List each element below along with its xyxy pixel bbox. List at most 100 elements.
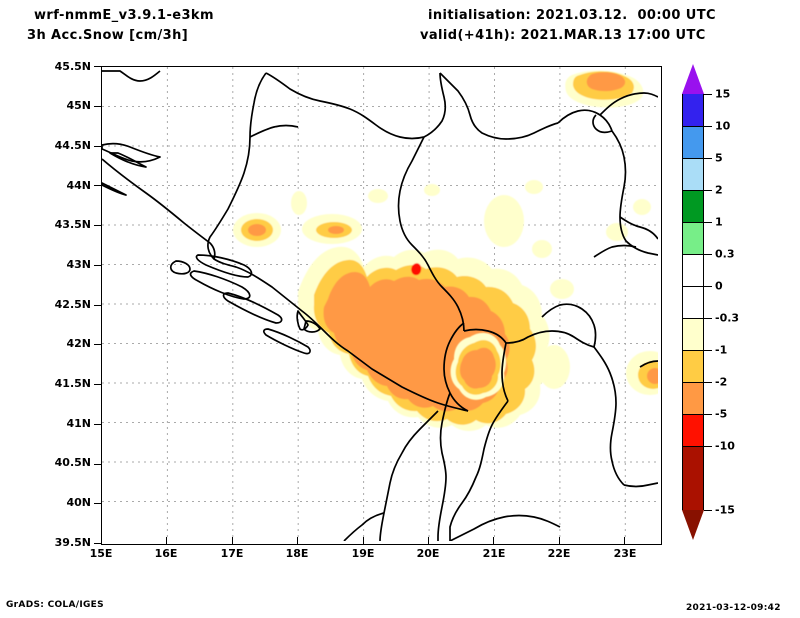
colorbar-band-1-2 [682, 190, 704, 222]
snow-patch-southeast [626, 351, 658, 395]
y-tick-mark [94, 423, 101, 425]
colorbar-tick [704, 382, 712, 383]
snow-patch-north-bosnia [302, 214, 362, 244]
y-tick-41.5N: 41.5N [54, 377, 91, 390]
y-tick-mark [94, 463, 101, 465]
y-tick-45.5N: 45.5N [54, 60, 91, 73]
y-tick-42N: 42N [66, 337, 91, 350]
colorbar-label-neg0.3: -0.3 [715, 311, 740, 325]
model-title: wrf-nmmE_v3.9.1-e3km [34, 8, 214, 23]
colorbar-tick [704, 254, 712, 255]
x-tick-19E: 19E [351, 547, 375, 560]
colorbar-band-0.3-1 [682, 222, 704, 254]
colorbar-tick [704, 158, 712, 159]
colorbar-tick [704, 190, 712, 191]
initialisation-time: initialisation: 2021.03.12. 00:00 UTC [428, 8, 716, 23]
x-tick-mark [231, 537, 233, 544]
x-tick-23E: 23E [613, 547, 637, 560]
y-tick-mark [94, 105, 101, 107]
colorbar-label-15: 15 [715, 87, 731, 101]
snow-trace-patches [291, 180, 651, 389]
colorbar-band-0-0.3 [682, 254, 704, 286]
colorbar-tick [704, 510, 712, 511]
colorbar-label-0: 0 [715, 279, 723, 293]
x-tick-mark [428, 537, 429, 544]
x-tick-17E: 17E [220, 547, 244, 560]
colorbar-band-5-10 [682, 126, 704, 158]
y-tick-mark [94, 344, 101, 346]
y-tick-43N: 43N [66, 258, 91, 271]
colorbar-cap-upper [682, 64, 704, 94]
y-tick-41N: 41N [66, 417, 91, 430]
render-timestamp: 2021-03-12-09:42 [686, 603, 781, 613]
y-tick-mark [94, 384, 101, 385]
colorbar-label-neg10: -10 [715, 439, 735, 453]
y-tick-mark [94, 185, 101, 187]
colorbar-tick [704, 350, 712, 351]
colorbar-tick [704, 222, 712, 223]
colorbar: 15 10 5 2 1 0.3 0 -0.3 -1 -2 -5 -10 -15 [682, 64, 739, 540]
colorbar-band-neg0.3-0 [682, 286, 704, 318]
y-tick-mark [94, 304, 101, 306]
colorbar-label-5: 5 [715, 151, 723, 165]
colorbar-band-2-5 [682, 158, 704, 190]
field-title: 3h Acc.Snow [cm/3h] [27, 28, 189, 43]
colorbar-tick [704, 286, 712, 287]
y-tick-mark [94, 225, 101, 226]
colorbar-band-neg1-neg0.3 [682, 318, 704, 350]
colorbar-label-neg5: -5 [715, 407, 728, 421]
x-tick-mark [101, 537, 102, 544]
y-tick-39.5N: 39.5N [54, 536, 91, 549]
colorbar-cap-lower [682, 510, 704, 540]
y-tick-mark [94, 145, 101, 147]
colorbar-label-neg15: -15 [715, 503, 735, 517]
x-tick-22E: 22E [547, 547, 571, 560]
colorbar-label-2: 2 [715, 183, 723, 197]
colorbar-tick [704, 94, 712, 95]
map-canvas [102, 67, 658, 541]
colorbar-label-neg2: -2 [715, 375, 728, 389]
y-tick-43.5N: 43.5N [54, 218, 91, 231]
y-tick-mark [94, 264, 101, 266]
y-tick-mark [94, 66, 101, 67]
snow-patch-north-border [565, 70, 644, 108]
colorbar-label-1: 1 [715, 215, 723, 229]
colorbar-tick [704, 126, 712, 127]
colorbar-label-neg1: -1 [715, 343, 728, 357]
colorbar-band-10-15 [682, 94, 704, 126]
colorbar-tick [704, 318, 712, 319]
x-tick-mark [166, 537, 168, 544]
x-tick-16E: 16E [154, 547, 178, 560]
colorbar-band-neg2-neg1 [682, 350, 704, 382]
colorbar-band-neg10-neg5 [682, 414, 704, 446]
y-tick-44N: 44N [66, 179, 91, 192]
x-tick-mark [558, 537, 560, 544]
x-tick-15E: 15E [89, 547, 113, 560]
colorbar-tick [704, 446, 712, 447]
valid-time: valid(+41h): 2021.MAR.13 17:00 UTC [420, 28, 706, 43]
x-tick-mark [493, 537, 495, 544]
x-tick-21E: 21E [482, 547, 506, 560]
snow-accumulation-field [298, 246, 550, 431]
y-tick-40N: 40N [66, 496, 91, 509]
x-tick-mark [297, 537, 299, 544]
grads-credit: GrADS: COLA/IGES [6, 600, 104, 610]
y-tick-42.5N: 42.5N [54, 298, 91, 311]
x-tick-mark [362, 537, 364, 544]
coastline-and-borders [102, 70, 658, 541]
snow-patch-west-bosnia [233, 213, 281, 247]
x-tick-20E: 20E [416, 547, 440, 560]
colorbar-tick [704, 414, 712, 415]
y-tick-44.5N: 44.5N [54, 139, 91, 152]
y-tick-45N: 45N [66, 99, 91, 112]
colorbar-label-0.3: 0.3 [715, 247, 735, 261]
colorbar-band-neg15-neg10 [682, 446, 704, 510]
snow-patch-kosovo [450, 332, 507, 400]
colorbar-band-neg5-neg2 [682, 382, 704, 414]
x-tick-18E: 18E [285, 547, 309, 560]
x-tick-mark [624, 537, 626, 544]
y-tick-mark [94, 503, 101, 505]
colorbar-label-10: 10 [715, 119, 731, 133]
map-plot-area [101, 66, 662, 545]
